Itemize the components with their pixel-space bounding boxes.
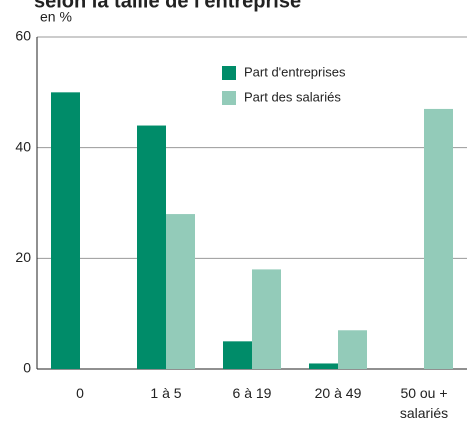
x-tick-label: 0 [76, 385, 84, 401]
bar [166, 214, 195, 369]
bar [51, 92, 80, 369]
x-tick-label: 6 à 19 [232, 385, 272, 401]
y-tick-label: 0 [23, 360, 31, 376]
chart-title: selon la taille de l'entreprise [34, 0, 301, 12]
y-tick-label: 20 [15, 249, 31, 265]
legend-label: Part des salariés [244, 89, 341, 104]
bar [424, 108, 453, 369]
y-tick-label: 60 [15, 28, 31, 44]
bar [309, 363, 338, 369]
bar [338, 330, 367, 369]
x-tick-label: 1 à 5 [150, 385, 182, 401]
x-tick-label: 50 ou + salariés [399, 385, 449, 421]
x-tick-label: 20 à 49 [314, 385, 362, 401]
bar [223, 341, 252, 369]
legend-label: Part d'entreprises [244, 64, 346, 79]
y-tick-label: 40 [15, 138, 31, 154]
bar [137, 125, 166, 370]
legend-swatch [222, 91, 236, 105]
bar [252, 269, 281, 369]
legend-swatch [222, 66, 236, 80]
y-axis-label: en % [40, 9, 72, 25]
